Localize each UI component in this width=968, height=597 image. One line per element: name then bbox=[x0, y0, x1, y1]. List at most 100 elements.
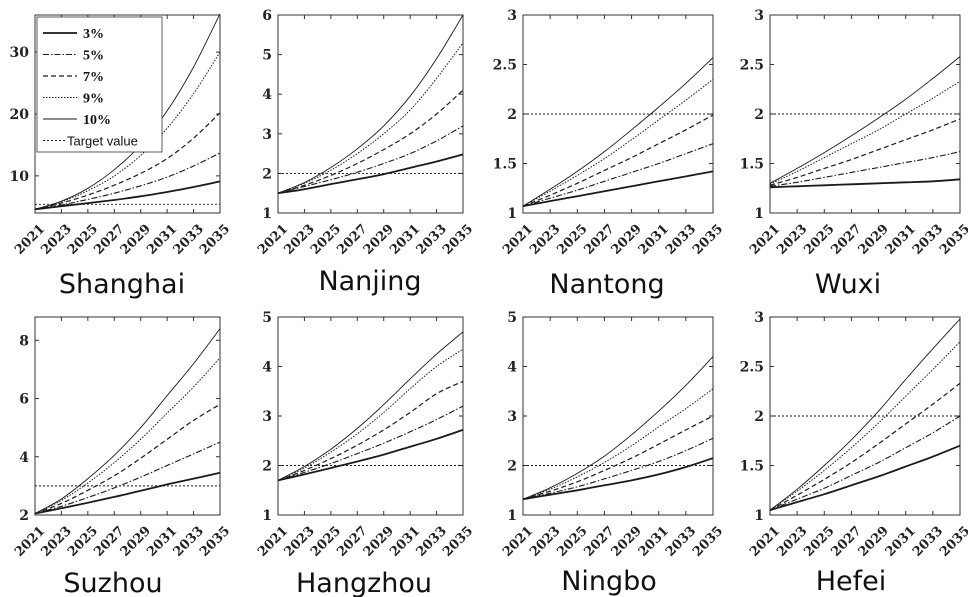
series-line-5pct bbox=[277, 125, 464, 194]
series-line-7pct bbox=[522, 114, 714, 207]
y-tick-label: 3 bbox=[754, 8, 764, 24]
x-tick-label: 2035 bbox=[440, 524, 476, 560]
y-tick-label: 6 bbox=[262, 8, 272, 24]
x-tick-label: 2025 bbox=[801, 524, 837, 560]
panel-title: Suzhou bbox=[63, 568, 162, 597]
series-line-9pct bbox=[34, 51, 221, 210]
y-tick-label: 1 bbox=[507, 206, 517, 222]
y-tick-label: 6 bbox=[19, 392, 29, 408]
panel-title: Hangzhou bbox=[296, 568, 432, 597]
panel-title: Ningbo bbox=[561, 566, 657, 597]
series-line-5pct bbox=[769, 415, 961, 511]
x-tick-label: 2021 bbox=[747, 222, 783, 258]
x-tick-label: 2025 bbox=[554, 524, 590, 560]
y-tick-label: 2 bbox=[262, 459, 272, 475]
series-line-10pct bbox=[277, 331, 464, 481]
panel-hangzhou: 1234520212023202520272029203120332035Han… bbox=[255, 310, 476, 597]
x-tick-label: 2033 bbox=[910, 222, 946, 258]
series-line-3pct bbox=[522, 457, 714, 501]
x-tick-label: 2031 bbox=[883, 524, 919, 560]
x-tick-label: 2023 bbox=[527, 222, 563, 258]
y-tick-label: 5 bbox=[507, 310, 517, 326]
x-tick-label: 2035 bbox=[937, 222, 968, 258]
x-tick-label: 2027 bbox=[828, 222, 864, 258]
y-tick-label: 1 bbox=[262, 508, 272, 524]
panel-title: Nantong bbox=[549, 269, 664, 300]
x-tick-label: 2023 bbox=[774, 222, 810, 258]
y-tick-label: 10 bbox=[10, 169, 30, 185]
x-tick-label: 2021 bbox=[747, 524, 783, 560]
panel-hefei: 1 1.5 2 2.5 3 2021202320252027202920312033203… bbox=[740, 310, 968, 597]
series-line-9pct bbox=[769, 341, 961, 511]
y-tick-label: 2.5 bbox=[493, 58, 517, 74]
y-tick-label: 2 bbox=[754, 409, 764, 425]
series-line-7pct bbox=[277, 380, 464, 481]
series-line-5pct bbox=[277, 405, 464, 481]
series-line-9pct bbox=[277, 42, 464, 194]
panels-group: 10203020212023202520272029203120332035Sh… bbox=[10, 8, 968, 597]
series-line-3pct bbox=[769, 444, 961, 511]
series-line-5pct bbox=[522, 143, 714, 207]
y-tick-label: 3 bbox=[262, 127, 272, 143]
y-tick-label: 1.5 bbox=[493, 157, 517, 173]
axes-frame bbox=[34, 316, 221, 516]
series-line-9pct bbox=[769, 80, 961, 185]
series-line-3pct bbox=[522, 170, 714, 207]
legend-label: 7% bbox=[83, 70, 104, 85]
legend-label: Target value bbox=[67, 134, 138, 149]
x-tick-label: 2035 bbox=[937, 524, 968, 560]
y-tick-label: 2 bbox=[507, 459, 517, 475]
y-tick-label: 2.5 bbox=[740, 360, 764, 376]
panel-nanjing: 12345620212023202520272029203120332035Na… bbox=[255, 8, 476, 297]
y-tick-label: 1.5 bbox=[740, 459, 764, 475]
x-tick-label: 2035 bbox=[197, 222, 233, 258]
y-tick-label: 2 bbox=[754, 107, 764, 123]
legend-label: 3% bbox=[83, 27, 104, 42]
panel-title: Nanjing bbox=[318, 266, 421, 297]
x-tick-label: 2031 bbox=[636, 222, 672, 258]
x-tick-label: 2021 bbox=[500, 524, 536, 560]
series-line-3pct bbox=[277, 429, 464, 482]
x-tick-label: 2035 bbox=[690, 222, 726, 258]
series-line-10pct bbox=[34, 328, 221, 514]
series-line-5pct bbox=[34, 441, 221, 515]
x-tick-label: 2029 bbox=[856, 222, 892, 258]
series-line-5pct bbox=[522, 437, 714, 500]
legend-label: 9% bbox=[83, 92, 104, 107]
series-line-3pct bbox=[34, 180, 221, 211]
series-line-9pct bbox=[34, 357, 221, 514]
series-line-3pct bbox=[34, 471, 221, 515]
series-line-10pct bbox=[522, 356, 714, 500]
y-tick-label: 4 bbox=[19, 450, 29, 466]
series-line-5pct bbox=[34, 152, 221, 210]
series-line-3pct bbox=[277, 153, 464, 195]
y-tick-label: 1 bbox=[754, 206, 764, 222]
series-line-3pct bbox=[769, 178, 961, 189]
series-line-10pct bbox=[769, 318, 961, 511]
series-line-5pct bbox=[769, 151, 961, 187]
series-line-10pct bbox=[277, 14, 464, 194]
y-tick-label: 5 bbox=[262, 310, 272, 326]
legend-box bbox=[36, 16, 163, 153]
x-tick-label: 2023 bbox=[774, 524, 810, 560]
series-line-10pct bbox=[769, 56, 961, 184]
series-line-7pct bbox=[34, 112, 221, 210]
panel-suzhou: 246820212023202520272029203120332035Suzh… bbox=[12, 316, 233, 597]
x-tick-label: 2027 bbox=[581, 524, 617, 560]
y-tick-label: 2 bbox=[19, 508, 29, 524]
y-tick-label: 2.5 bbox=[740, 58, 764, 74]
panel-title: Hefei bbox=[816, 566, 887, 597]
y-tick-label: 20 bbox=[10, 107, 30, 123]
axes-frame bbox=[277, 14, 464, 214]
x-tick-label: 2025 bbox=[801, 222, 837, 258]
y-tick-label: 4 bbox=[262, 360, 272, 376]
panel-wuxi: 1 1.5 2 2.5 3 2021202320252027202920312033203… bbox=[740, 8, 968, 300]
y-tick-label: 1 bbox=[262, 206, 272, 222]
y-tick-label: 3 bbox=[754, 310, 764, 326]
legend: 3% 5% 7% 9% 10% Target value bbox=[36, 16, 163, 153]
y-tick-label: 3 bbox=[262, 409, 272, 425]
y-tick-label: 2 bbox=[262, 166, 272, 182]
x-tick-label: 2029 bbox=[609, 524, 645, 560]
x-tick-label: 2029 bbox=[609, 222, 645, 258]
y-tick-label: 3 bbox=[507, 8, 517, 24]
